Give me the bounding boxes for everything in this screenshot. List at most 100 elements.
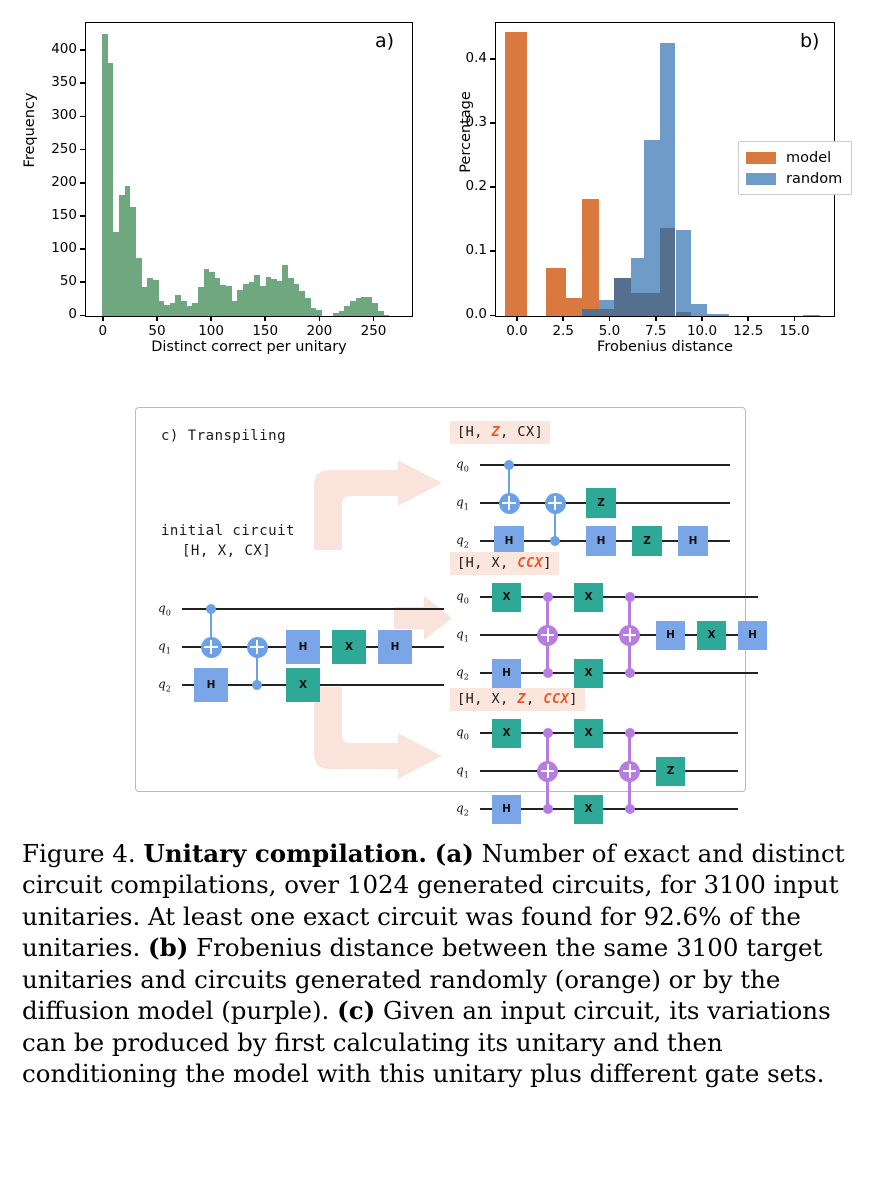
- xtick-mark: [608, 316, 611, 321]
- ytick-label: 0.2: [465, 178, 487, 195]
- histogram-bar-random-top: [631, 257, 645, 293]
- ytick-mark: [80, 215, 85, 217]
- ytick-mark: [80, 181, 85, 184]
- histogram-bar: [310, 308, 317, 316]
- panel-b-legend: model random: [738, 141, 853, 195]
- control-dot: [624, 728, 635, 738]
- caption-prefix: Figure 4.: [22, 839, 136, 868]
- histogram-bar: [293, 284, 300, 316]
- control-line: [255, 647, 259, 685]
- histogram-bar-random-top: [644, 140, 660, 293]
- gate-h: H: [492, 794, 521, 824]
- gate-x: X: [574, 658, 603, 688]
- qubit-label-q0: q0: [158, 601, 171, 618]
- histogram-bar-random-top: [691, 303, 707, 316]
- histogram-bar: [136, 258, 142, 316]
- histogram-bar: [220, 284, 227, 316]
- qubit-label-q0: q0: [456, 589, 469, 606]
- histogram-bar: [361, 296, 367, 316]
- panel-a-plot-area: [86, 23, 412, 316]
- gate-x: X: [574, 794, 603, 824]
- histogram-bar: [254, 274, 260, 316]
- xtick-mark: [156, 316, 158, 321]
- gateset-plain: ]: [569, 691, 578, 707]
- xtick-label: 7.5: [644, 323, 667, 339]
- gate-h: H: [656, 620, 685, 650]
- gateset-plain: [H, X,: [457, 555, 518, 571]
- gate-x: X: [286, 668, 320, 702]
- histogram-bar: [203, 268, 210, 316]
- circuit-variation-1: q0 q1 q2 H Z H Z H: [456, 446, 746, 560]
- xtick-mark: [654, 316, 657, 321]
- ytick-mark: [80, 248, 85, 250]
- histogram-bar: [186, 306, 193, 316]
- target-plus-icon: [200, 636, 222, 658]
- histogram-bar: [276, 280, 283, 316]
- xtick-mark: [102, 316, 104, 321]
- histogram-bar-random-top: [659, 42, 676, 229]
- qubit-wire-q0: [480, 731, 738, 735]
- histogram-bar: [355, 298, 362, 316]
- gate-h: H: [678, 526, 708, 556]
- histogram-bar: [366, 297, 373, 316]
- xtick-label: 0.0: [506, 323, 528, 339]
- gateset-plain: , CX]: [500, 424, 544, 440]
- xtick-label: 2.5: [552, 323, 574, 339]
- ytick-mark: [80, 49, 85, 51]
- histogram-bar-random-top: [706, 313, 730, 316]
- control-line: [507, 465, 511, 503]
- xtick-mark: [318, 316, 321, 321]
- caption-b-tag: (b): [148, 933, 189, 963]
- caption-bold-title: Unitary compilation.: [143, 839, 427, 868]
- histogram-bar-random-top: [598, 299, 615, 309]
- xtick-mark: [264, 316, 267, 321]
- circuit-variation-3: q0 q1 q2 X H X X Z: [456, 714, 754, 828]
- legend-swatch-model: [746, 151, 776, 164]
- ytick-label: 150: [51, 206, 77, 223]
- caption-b-text: Frobenius distance between the same 3100…: [22, 933, 823, 1026]
- ytick-mark: [490, 250, 495, 253]
- gateset-plain: ,: [526, 691, 544, 707]
- qubit-label-q2: q2: [456, 665, 469, 682]
- histogram-bar: [164, 304, 170, 316]
- histogram-bar: [113, 231, 120, 316]
- gate-x: X: [492, 582, 521, 612]
- panel-c-transpiling: c) Transpiling initial circuit [H, X, CX…: [135, 407, 767, 824]
- histogram-bar: [378, 311, 384, 316]
- control-line: [209, 609, 213, 647]
- initial-circuit-label-line2: [H, X, CX]: [182, 543, 272, 559]
- histogram-bar: [316, 310, 322, 316]
- histogram-bar: [192, 302, 198, 316]
- figure-4: Frequency a) 0 50 100 150 200 250 300 350 400 0 5…: [22, 22, 853, 824]
- gateset-plain: [H,: [457, 424, 492, 440]
- xtick-mark: [747, 316, 750, 321]
- ytick-label: 400: [51, 41, 77, 58]
- gate-z: Z: [632, 526, 662, 556]
- panel-b-xlabel: Frobenius distance: [597, 339, 733, 355]
- gateset-highlight: Z: [517, 691, 527, 707]
- qubit-wire-q0: [182, 607, 444, 611]
- histogram-bar: [209, 271, 215, 316]
- control-dot: [624, 592, 635, 602]
- target-plus-icon: [619, 760, 640, 782]
- ytick-label: 350: [51, 74, 77, 91]
- histogram-bar: [248, 282, 255, 316]
- ytick-mark: [490, 122, 495, 124]
- ytick-mark: [80, 314, 85, 317]
- histogram-bar: [214, 277, 221, 316]
- histogram-bar: [175, 294, 182, 316]
- gateset-tag-variation-1: [H, Z, CX]: [450, 421, 551, 444]
- panel-c-title: c) Transpiling: [161, 428, 287, 444]
- caption-c-text: Given an input circuit, its variations c…: [22, 996, 831, 1089]
- qubit-wire-q1: [480, 769, 738, 773]
- histogram-bar-overlap: [659, 228, 676, 316]
- gateset-highlight: CCX: [517, 555, 544, 571]
- caption-c-tag: (c): [337, 996, 376, 1026]
- histogram-bar-random-top: [675, 229, 692, 313]
- histogram-bar-model: [504, 31, 527, 316]
- ytick-label: 200: [51, 173, 77, 190]
- xtick-label: 50: [148, 323, 166, 339]
- ytick-mark: [490, 186, 495, 188]
- gate-x: X: [574, 718, 603, 748]
- histogram-bar: [197, 286, 204, 316]
